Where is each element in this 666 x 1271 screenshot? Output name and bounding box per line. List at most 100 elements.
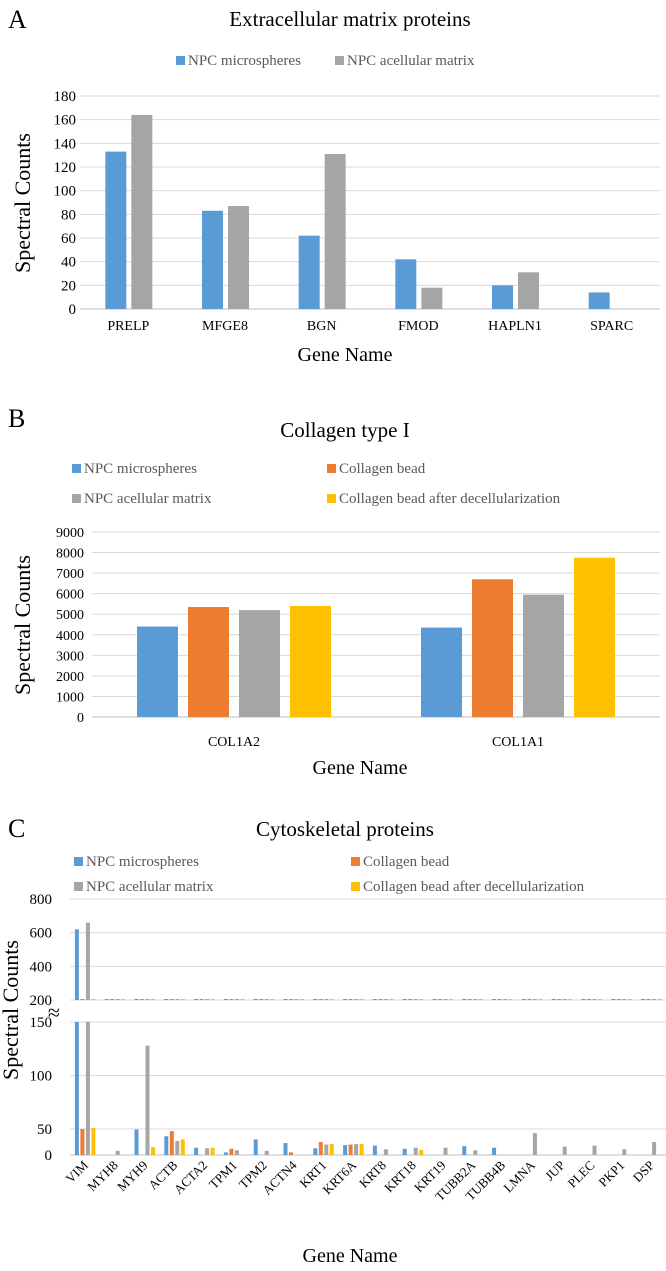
x-tick-label: HAPLN1 [488, 319, 542, 334]
bar-upper [378, 999, 383, 1000]
bar-upper [354, 999, 359, 1000]
y-tick-label: 5000 [56, 608, 84, 623]
bar [348, 1144, 353, 1155]
bar-upper [289, 999, 293, 1000]
bar-upper [611, 999, 616, 1000]
bar [359, 1144, 364, 1155]
bar-upper [627, 999, 632, 1000]
x-tick-label: TPM1 [206, 1158, 240, 1192]
bar-upper [492, 999, 497, 1000]
bar-upper [527, 999, 532, 1000]
y-tick-label: 80 [61, 207, 76, 223]
legend-label: NPC microspheres [84, 461, 197, 477]
x-tick-label: PRELP [107, 319, 149, 334]
x-tick-label: LMNA [500, 1157, 538, 1195]
bar [574, 557, 615, 717]
panel-label: C [8, 814, 25, 843]
bar-upper [557, 999, 562, 1000]
bar [283, 1143, 288, 1155]
bar-upper [205, 999, 210, 1000]
bar [419, 1149, 424, 1155]
bar-upper [383, 999, 388, 1000]
x-tick-label: DSP [630, 1158, 657, 1185]
bar-upper [175, 999, 180, 1000]
bar-upper [329, 999, 334, 1000]
legend-label: Collagen bead [339, 461, 426, 477]
y-tick-label: 100 [30, 1069, 53, 1085]
bar-upper [473, 999, 478, 1000]
bar-upper [497, 999, 502, 1000]
bar-upper [402, 999, 407, 1000]
x-tick-label: BGN [307, 319, 337, 334]
bar [324, 1144, 329, 1155]
bar [194, 1147, 199, 1155]
bar [164, 1136, 169, 1155]
y-tick-label: 50 [37, 1122, 52, 1138]
x-tick-label: MYH9 [114, 1158, 151, 1195]
bar [290, 606, 331, 717]
legend-label: NPC acellular matrix [84, 491, 212, 507]
bar [115, 1150, 120, 1155]
bar [652, 1142, 657, 1155]
bar-upper [110, 999, 115, 1000]
bar-upper [210, 999, 215, 1000]
y-tick-label: 4000 [56, 629, 84, 644]
bar-upper [270, 999, 275, 1000]
y-tick-label: 3000 [56, 649, 84, 664]
legend-label: NPC acellular matrix [347, 53, 475, 69]
legend-label: Collagen bead after decellularization [339, 491, 561, 507]
bar [264, 1150, 269, 1155]
bar [134, 1129, 139, 1155]
x-axis-title: Gene Name [303, 1245, 398, 1267]
bar-upper [652, 999, 657, 1000]
bar [188, 607, 229, 717]
legend-swatch [327, 464, 336, 473]
panel-label: A [8, 5, 27, 34]
bar-upper [508, 999, 513, 1000]
panel-label: B [8, 404, 25, 433]
legend-swatch [327, 494, 336, 503]
bar [313, 1148, 318, 1155]
bar [91, 1127, 96, 1155]
bar [372, 1145, 377, 1155]
bar-upper [151, 999, 155, 1000]
bar [562, 1146, 567, 1155]
bar-upper [478, 999, 483, 1000]
bar-upper [413, 999, 418, 1000]
chart-title: Extracellular matrix proteins [229, 7, 470, 31]
bar [169, 1131, 174, 1155]
legend-label: NPC microspheres [86, 854, 199, 870]
bar [402, 1148, 407, 1155]
bar-upper [229, 999, 234, 1000]
bar-upper [115, 999, 120, 1000]
y-tick-label: 60 [61, 231, 76, 247]
bar-upper [91, 999, 96, 1000]
y-tick-label: 140 [54, 136, 77, 152]
bar-upper [134, 999, 139, 1000]
bar [105, 151, 127, 309]
legend-label: Collagen bead [363, 854, 450, 870]
bar [421, 627, 462, 717]
bar-upper [104, 999, 109, 1000]
bar-upper [145, 999, 150, 1000]
x-tick-label: KRT6A [320, 1157, 360, 1197]
bar [421, 287, 443, 309]
x-tick-label: COL1A1 [492, 735, 544, 750]
bar-upper [80, 999, 85, 1000]
bar [202, 210, 223, 309]
bar [492, 285, 513, 309]
x-tick-label: ACTN4 [259, 1157, 300, 1198]
legend-swatch [351, 857, 360, 866]
x-tick-label: PKP1 [595, 1158, 627, 1190]
bar [228, 206, 249, 309]
bar [443, 1147, 448, 1155]
legend-label: NPC microspheres [188, 53, 301, 69]
x-tick-label: ACTA2 [171, 1158, 210, 1197]
x-axis-title: Gene Name [313, 757, 408, 779]
bar-upper [503, 999, 508, 1000]
y-tick-label: 0 [45, 1148, 53, 1164]
bar-upper [641, 999, 646, 1000]
bar-upper [140, 999, 144, 1000]
bar-upper [568, 999, 573, 1000]
bar [324, 153, 346, 309]
